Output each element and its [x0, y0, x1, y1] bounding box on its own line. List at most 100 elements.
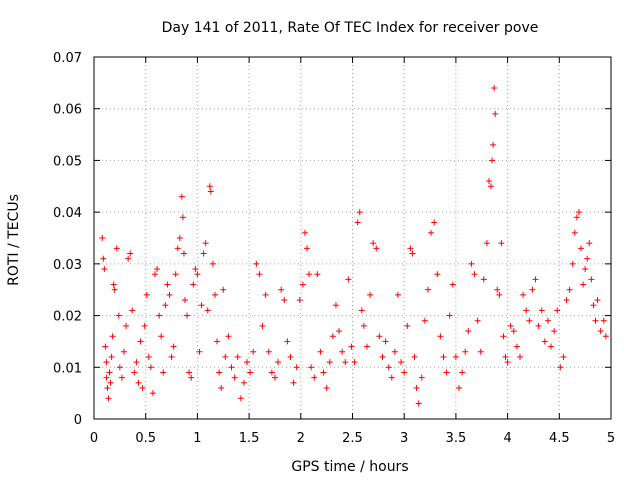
data-point — [170, 343, 177, 350]
data-point — [360, 322, 367, 329]
data-point — [398, 359, 405, 366]
data-point — [413, 384, 420, 391]
data-point — [490, 141, 497, 148]
data-point — [113, 245, 120, 252]
data-point — [314, 271, 321, 278]
data-point — [404, 322, 411, 329]
data-point — [494, 286, 501, 293]
data-point — [141, 322, 148, 329]
x-tick-label: 1 — [193, 431, 201, 446]
data-point — [459, 369, 466, 376]
data-point — [376, 333, 383, 340]
x-axis-title: GPS time / hours — [291, 459, 408, 475]
data-point — [326, 359, 333, 366]
data-point — [517, 353, 524, 360]
data-point — [571, 229, 578, 236]
data-point — [474, 317, 481, 324]
data-point — [202, 240, 209, 247]
x-tick-label: 4.5 — [549, 431, 570, 446]
data-point — [284, 338, 291, 345]
data-point — [491, 85, 498, 92]
data-point — [421, 317, 428, 324]
data-point — [428, 229, 435, 236]
data-point — [391, 348, 398, 355]
data-point — [471, 271, 478, 278]
data-point — [131, 369, 138, 376]
data-point — [483, 240, 490, 247]
x-tick-label: 2 — [297, 431, 305, 446]
data-point — [109, 333, 116, 340]
x-tick-label: 0 — [90, 431, 98, 446]
data-point — [379, 353, 386, 360]
data-point — [204, 307, 211, 314]
data-point — [560, 353, 567, 360]
data-point — [526, 317, 533, 324]
data-point — [323, 384, 330, 391]
data-point — [554, 307, 561, 314]
data-point — [190, 281, 197, 288]
data-point — [105, 395, 112, 402]
data-point — [354, 219, 361, 226]
data-point — [586, 240, 593, 247]
data-point — [262, 291, 269, 298]
data-point — [192, 266, 199, 273]
data-point — [111, 286, 118, 293]
data-point — [123, 322, 130, 329]
data-point — [265, 348, 272, 355]
data-point — [573, 214, 580, 221]
data-point — [424, 286, 431, 293]
data-point — [293, 364, 300, 371]
data-point — [206, 183, 213, 190]
y-tick-label: 0.02 — [53, 310, 82, 325]
data-point — [388, 374, 395, 381]
data-point — [535, 322, 542, 329]
data-point — [580, 281, 587, 288]
data-point — [339, 348, 346, 355]
data-point — [115, 312, 122, 319]
data-point — [139, 384, 146, 391]
data-point — [452, 353, 459, 360]
data-point — [529, 286, 536, 293]
data-point — [299, 281, 306, 288]
data-point — [237, 395, 244, 402]
data-point — [407, 245, 414, 252]
data-point — [244, 359, 251, 366]
data-point — [320, 369, 327, 376]
y-tick-label: 0.07 — [53, 51, 82, 66]
data-point — [220, 286, 227, 293]
data-point — [311, 374, 318, 381]
data-point — [110, 281, 117, 288]
data-point — [418, 374, 425, 381]
data-point — [434, 271, 441, 278]
data-point — [492, 110, 499, 117]
data-point — [446, 312, 453, 319]
data-point — [118, 374, 125, 381]
data-points — [99, 85, 609, 407]
data-point — [600, 317, 607, 324]
y-tick-labels: 0 0.01 0.02 0.03 0.04 0.05 0.06 0.07 — [53, 51, 82, 428]
data-point — [174, 245, 181, 252]
x-tick-label: 0.5 — [135, 431, 156, 446]
data-point — [207, 188, 214, 195]
data-point — [179, 214, 186, 221]
data-point — [513, 343, 520, 350]
data-point — [225, 333, 232, 340]
data-point — [125, 255, 132, 262]
data-point — [200, 250, 207, 257]
data-point — [443, 369, 450, 376]
data-point — [102, 343, 109, 350]
grid — [94, 57, 611, 419]
x-tick-label: 3 — [400, 431, 408, 446]
data-point — [358, 307, 365, 314]
data-point — [198, 302, 205, 309]
data-point — [588, 276, 595, 283]
data-point — [296, 297, 303, 304]
data-point — [103, 374, 110, 381]
data-point — [348, 343, 355, 350]
data-point — [382, 338, 389, 345]
data-point — [462, 348, 469, 355]
data-point — [107, 379, 114, 386]
x-tick-label: 3.5 — [446, 431, 467, 446]
data-point — [544, 317, 551, 324]
data-point — [301, 229, 308, 236]
